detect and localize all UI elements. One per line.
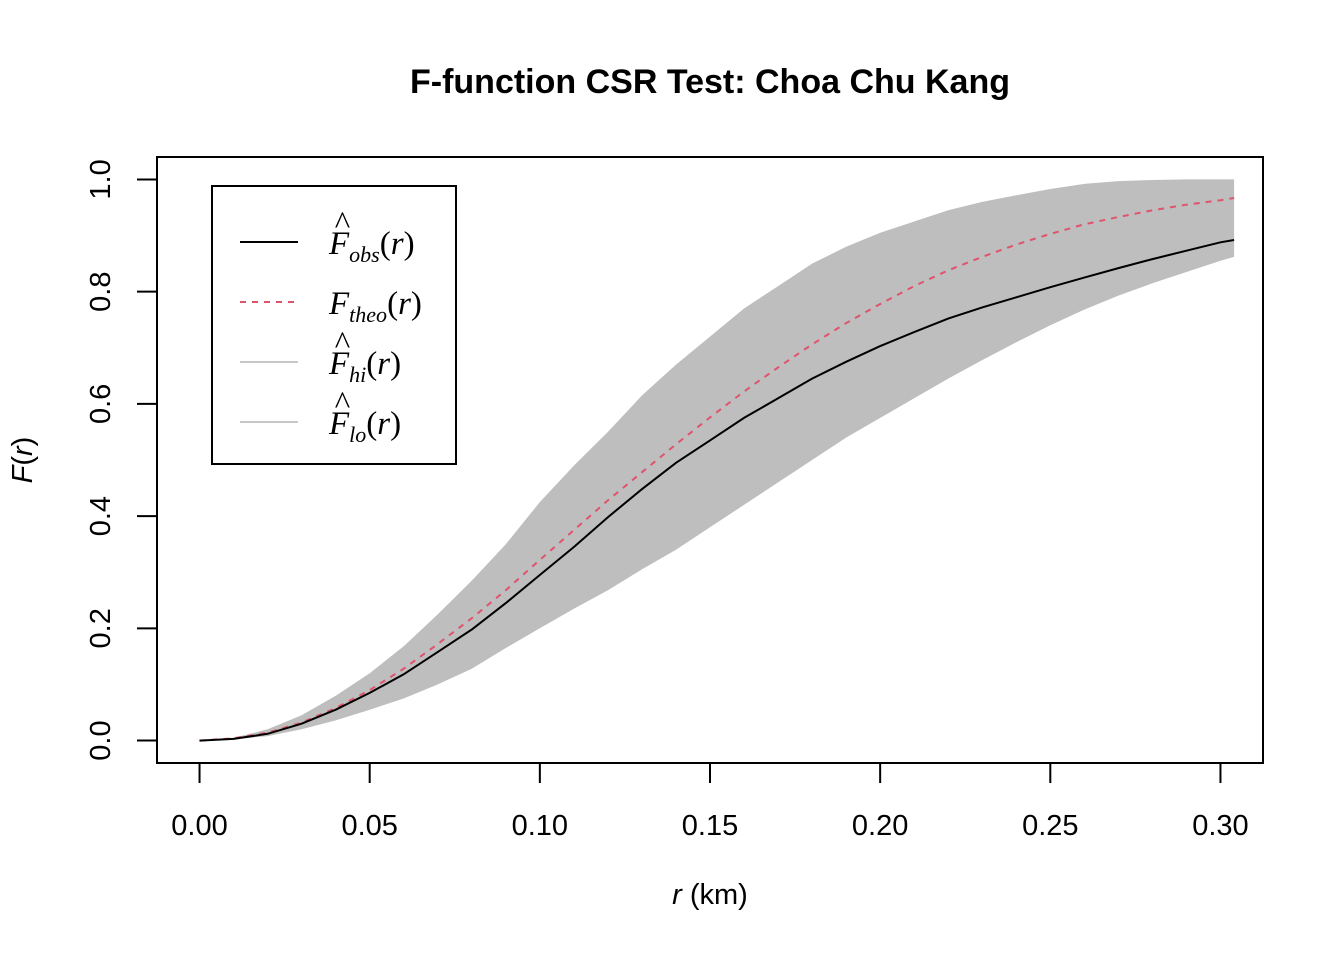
x-axis: 0.00 0.05 0.10 0.15 0.20 0.25 0.30 (171, 762, 1249, 842)
x-axis-label-var: r (672, 879, 683, 911)
x-tick-label: 0.15 (682, 810, 738, 842)
legend-label-lo: Flo(r) (328, 406, 401, 447)
series-lines (199, 197, 1235, 742)
envelope-band-area (199, 179, 1235, 741)
chart-title: F-function CSR Test: Choa Chu Kang (410, 63, 1010, 101)
legend-hat: ^ (334, 206, 350, 242)
y-tick-label: 0.6 (85, 384, 117, 424)
legend-label-hi: Fhi(r) (328, 346, 401, 387)
legend-label-obs: Fobs(r) (328, 226, 415, 267)
legend-box (211, 185, 457, 465)
x-tick-label: 0.20 (852, 810, 908, 842)
y-tick-label: 0.4 (85, 496, 117, 536)
y-axis-label: F(r) (7, 437, 39, 484)
y-axis-label-close: ) (7, 437, 39, 447)
legend-item-theo: Ftheo(r) (240, 286, 422, 327)
x-tick-label: 0.10 (512, 810, 568, 842)
series-line-obs (199, 239, 1235, 742)
y-axis-label-open: ( (7, 456, 39, 466)
legend-label-theo: Ftheo(r) (328, 286, 422, 327)
x-tick-label: 0.00 (171, 810, 227, 842)
envelope-band (199, 179, 1235, 741)
series-line-theo (199, 197, 1235, 742)
legend-hat: ^ (334, 326, 350, 362)
x-tick-label: 0.25 (1022, 810, 1078, 842)
x-tick-label: 0.30 (1192, 810, 1248, 842)
x-axis-label-unit: (km) (682, 879, 748, 911)
legend-hat: ^ (334, 386, 350, 422)
y-tick-label: 0.8 (85, 272, 117, 312)
legend-item-hi: ^Fhi(r) (240, 326, 401, 387)
y-tick-label: 0.0 (85, 720, 117, 760)
y-axis: 0.0 0.2 0.4 0.6 0.8 1.0 (85, 159, 158, 761)
y-tick-label: 0.2 (85, 608, 117, 648)
legend-item-lo: ^Flo(r) (240, 386, 401, 447)
y-tick-label: 1.0 (85, 159, 117, 199)
legend: ^Fobs(r)Ftheo(r)^Fhi(r)^Flo(r) (211, 185, 457, 465)
x-axis-label: r (km) (672, 879, 748, 911)
x-tick-label: 0.05 (341, 810, 397, 842)
legend-item-obs: ^Fobs(r) (240, 206, 415, 267)
y-axis-label-var: r (7, 445, 39, 456)
y-axis-label-fn: F (7, 463, 39, 483)
